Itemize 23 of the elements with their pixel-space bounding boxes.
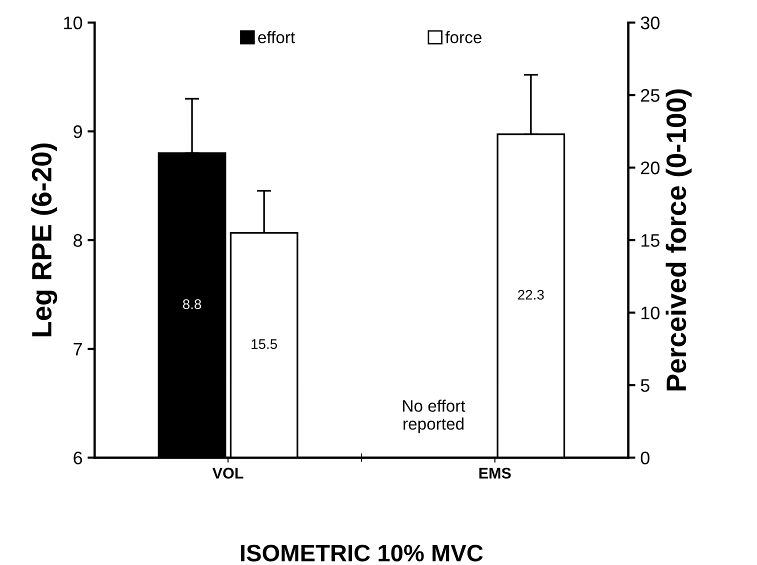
y2-tick-label: 30 (640, 16, 660, 30)
y2-tick-label: 25 (641, 89, 660, 102)
x-axis-title: ISOMETRIC 10% MVC (241, 544, 483, 562)
y2-tick-label: 0 (640, 452, 650, 464)
x-tick-label: VOL (212, 468, 244, 479)
y-axis-title: Leg RPE (6-20) (31, 143, 58, 336)
y-tick-label: 8 (74, 234, 82, 247)
y2-tick-label: 5 (640, 379, 650, 392)
y2-tick-label: 10 (641, 306, 660, 320)
data-label: 22.3 (518, 290, 544, 300)
legend-label: force (445, 31, 482, 44)
x-tick-label: EMS (479, 468, 511, 479)
y-tick-label: 7 (74, 343, 82, 356)
y-tick-label: 6 (74, 452, 82, 464)
legend-label: effort (258, 31, 295, 44)
y-tick-label: 9 (74, 125, 82, 138)
y2-axis-title: Perceived force (0-100) (666, 89, 692, 390)
data-label: 8.8 (182, 299, 202, 310)
y-tick-label: 10 (64, 16, 82, 30)
data-label: 15.5 (252, 339, 278, 349)
annotation: No effort reported (403, 400, 466, 434)
y2-tick-label: 15 (641, 234, 660, 247)
y2-tick-label: 20 (641, 162, 660, 174)
